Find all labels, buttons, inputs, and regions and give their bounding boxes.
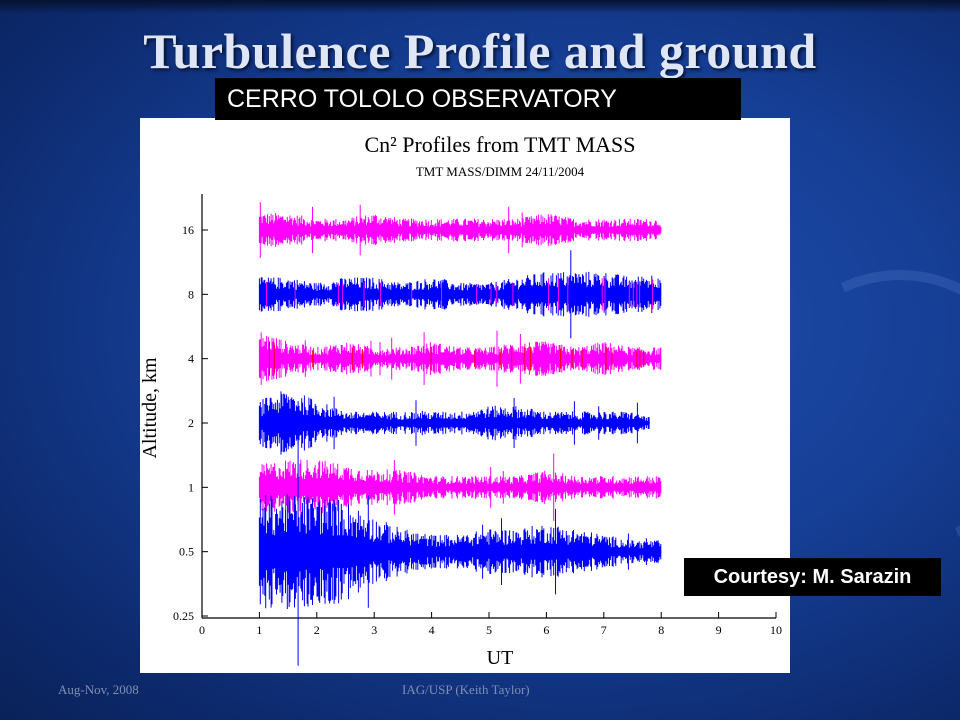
chart-canvas: Cn² Profiles from TMT MASS TMT MASS/DIMM…: [140, 132, 782, 669]
series-accent-path: [269, 341, 645, 376]
series-2km-trace: [258, 391, 650, 455]
x-tick-label: 0: [199, 623, 205, 637]
y-axis-label: Altitude, km: [140, 357, 161, 459]
x-axis-label: UT: [487, 647, 514, 669]
y-tick-label: 1: [188, 480, 194, 494]
series-1km-trace: [258, 453, 662, 521]
y-tick-label: 4: [188, 352, 194, 366]
x-tick-label: 8: [658, 623, 664, 637]
series-0_5km-trace: [258, 437, 662, 666]
chart-title: Cn² Profiles from TMT MASS: [364, 132, 635, 157]
x-tick-label: 7: [601, 623, 607, 637]
series-4km-trace: [258, 330, 662, 387]
series-16km-trace: [258, 202, 662, 258]
x-tick-label: 4: [429, 623, 435, 637]
footer-credit: IAG/USP (Keith Taylor): [402, 682, 530, 697]
courtesy-label: Courtesy: M. Sarazin: [684, 558, 941, 596]
cn2-profile-chart: Cn² Profiles from TMT MASS TMT MASS/DIMM…: [140, 118, 790, 673]
series-accent-path: [266, 278, 654, 311]
observatory-label: CERRO TOLOLO OBSERVATORY: [215, 78, 741, 120]
x-tick-label: 3: [371, 623, 377, 637]
y-tick-label: 16: [182, 223, 194, 237]
x-tick-label: 10: [770, 623, 782, 637]
footer-date: Aug-Nov, 2008: [58, 682, 139, 697]
x-tick-label: 2: [314, 623, 320, 637]
y-tick-label: 0.25: [173, 609, 194, 623]
y-tick-label: 8: [188, 287, 194, 301]
x-tick-label: 5: [486, 623, 492, 637]
top-shadow: [0, 0, 960, 14]
chart-subtitle: TMT MASS/DIMM 24/11/2004: [416, 164, 585, 179]
x-tick-label: 1: [256, 623, 262, 637]
x-tick-label: 9: [716, 623, 722, 637]
x-tick-label: 6: [543, 623, 549, 637]
y-tick-label: 2: [188, 416, 194, 430]
series-8km-trace: [258, 250, 662, 339]
y-tick-label: 0.5: [179, 545, 194, 559]
slide-title: Turbulence Profile and ground: [143, 23, 817, 79]
